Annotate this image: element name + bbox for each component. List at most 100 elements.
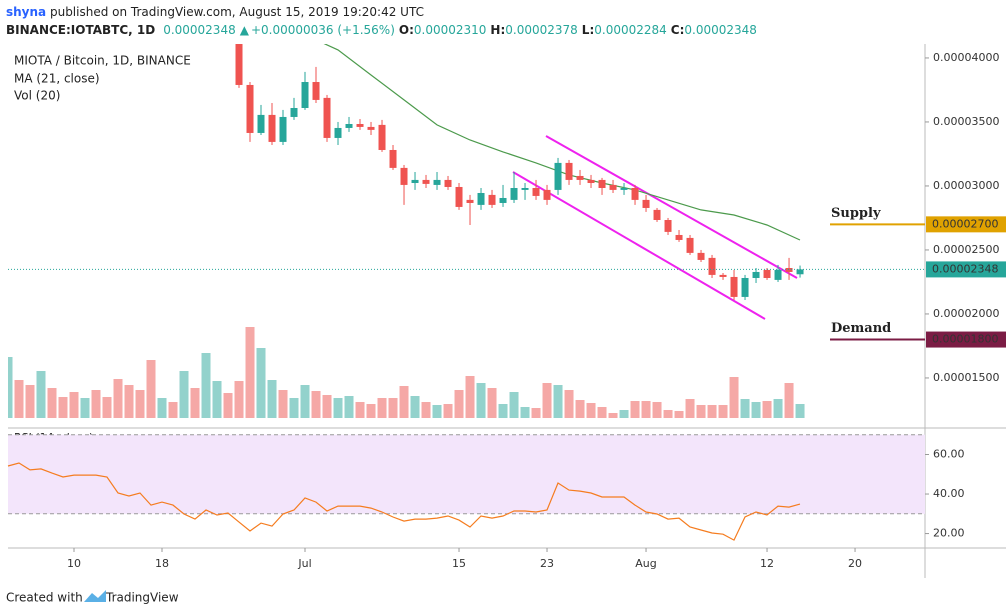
y-tick-label: 0.00003000 <box>933 179 999 192</box>
arrow: ▲ <box>240 23 250 37</box>
volume-bar <box>520 407 530 418</box>
candle-body <box>510 188 518 200</box>
y-tick-label: 0.00002000 <box>933 307 999 320</box>
volume-bar <box>8 357 13 418</box>
volume-bar <box>740 399 750 418</box>
volume-bar <box>531 408 541 418</box>
candle-body <box>433 179 441 185</box>
x-tick-label: 15 <box>452 557 466 570</box>
x-tick-label: 10 <box>67 557 81 570</box>
change: +0.00000036 (+1.56%) <box>251 23 395 37</box>
candle-body <box>345 124 353 128</box>
volume-bar <box>586 403 596 418</box>
rsi-tick-label: 40.00 <box>933 487 965 500</box>
volume-bar <box>619 410 629 418</box>
ma-legend: MA (21, close) <box>14 72 100 86</box>
volume-bar <box>454 390 464 418</box>
candle-body <box>598 179 606 188</box>
volume-bar <box>278 390 288 418</box>
ohlc-value: 0.00002378 <box>505 23 578 37</box>
volume-bar <box>190 388 200 418</box>
volume-bar <box>410 396 420 418</box>
candle-body <box>323 97 331 138</box>
symbol-line: BINANCE:IOTABTC, 1D 0.00002348 ▲ +0.0000003… <box>6 23 757 37</box>
ohlc-value: 0.00002348 <box>684 23 757 37</box>
candle-body <box>312 82 320 100</box>
volume-bar <box>157 398 167 418</box>
volume-bar <box>289 398 299 418</box>
candle-body <box>653 209 661 220</box>
vol-legend: Vol (20) <box>14 89 60 103</box>
logo <box>84 590 106 602</box>
last-price-box <box>926 261 1006 278</box>
candle-body <box>543 189 551 200</box>
volume-bar <box>377 398 387 418</box>
volume-bar <box>608 413 618 418</box>
volume-bar <box>487 388 497 418</box>
ohlc-label: C: <box>671 23 685 37</box>
ohlc-label: L: <box>582 23 594 37</box>
x-tick-label: 23 <box>540 557 554 570</box>
candle-body <box>565 162 573 180</box>
candle-body <box>587 179 595 184</box>
candle-body <box>268 114 276 142</box>
candle-body <box>400 167 408 185</box>
volume-bar <box>674 411 684 418</box>
level-box <box>926 216 1006 233</box>
volume-bar <box>498 404 508 418</box>
volume-bar <box>399 386 409 418</box>
candle-body <box>422 179 430 184</box>
volume-bar <box>80 398 90 418</box>
volume-bar <box>707 405 717 418</box>
volume-bar <box>179 371 189 418</box>
volume-bar <box>58 397 68 418</box>
volume-bar <box>91 390 101 418</box>
volume-bar <box>69 392 79 418</box>
volume-bar <box>685 399 695 418</box>
volume-bar <box>267 380 277 418</box>
ma-line <box>323 44 801 241</box>
x-tick-label: Aug <box>635 557 656 570</box>
volume-bar <box>146 360 156 418</box>
candle-body <box>609 184 617 190</box>
volume-bar <box>652 402 662 418</box>
volume-bar <box>663 410 673 418</box>
candle-body <box>499 197 507 203</box>
volume-bar <box>432 405 442 418</box>
volume-bar <box>124 385 134 418</box>
volume-bar <box>201 353 211 418</box>
rsi-tick-label: 60.00 <box>933 447 965 460</box>
volume-bar <box>443 404 453 418</box>
rsi-tick-label: 20.00 <box>933 527 965 540</box>
candle-body <box>444 179 452 187</box>
volume-bar <box>322 395 332 418</box>
volume-bar <box>718 405 728 418</box>
volume-bar <box>476 383 486 418</box>
candle-body <box>620 188 628 190</box>
candle-body <box>554 162 562 190</box>
candle-body <box>411 179 419 184</box>
y-tick-label: 0.00002500 <box>933 243 999 256</box>
volume-bar <box>256 348 266 418</box>
rsi-line <box>7 462 801 541</box>
user: shyna <box>6 5 46 19</box>
volume-bar <box>212 381 222 418</box>
candle-body <box>752 271 760 278</box>
last: 0.00002348 <box>163 23 236 37</box>
candle-body <box>235 44 243 85</box>
volume-bar <box>773 399 783 418</box>
volume-bar <box>388 398 398 418</box>
volume-bar <box>344 396 354 418</box>
candle-body <box>719 274 727 277</box>
volume-bar <box>300 385 310 418</box>
volume-bar <box>14 380 24 418</box>
candle-body <box>488 194 496 205</box>
ohlc-label: H: <box>490 23 505 37</box>
candle-body <box>279 116 287 142</box>
y-tick-label: 0.00004000 <box>933 51 999 64</box>
candle-body <box>367 126 375 130</box>
header-line: shyna published on TradingView.com, Augu… <box>6 5 424 19</box>
candle-body <box>301 82 309 108</box>
chart-title: MIOTA / Bitcoin, 1D, BINANCE <box>14 54 191 68</box>
